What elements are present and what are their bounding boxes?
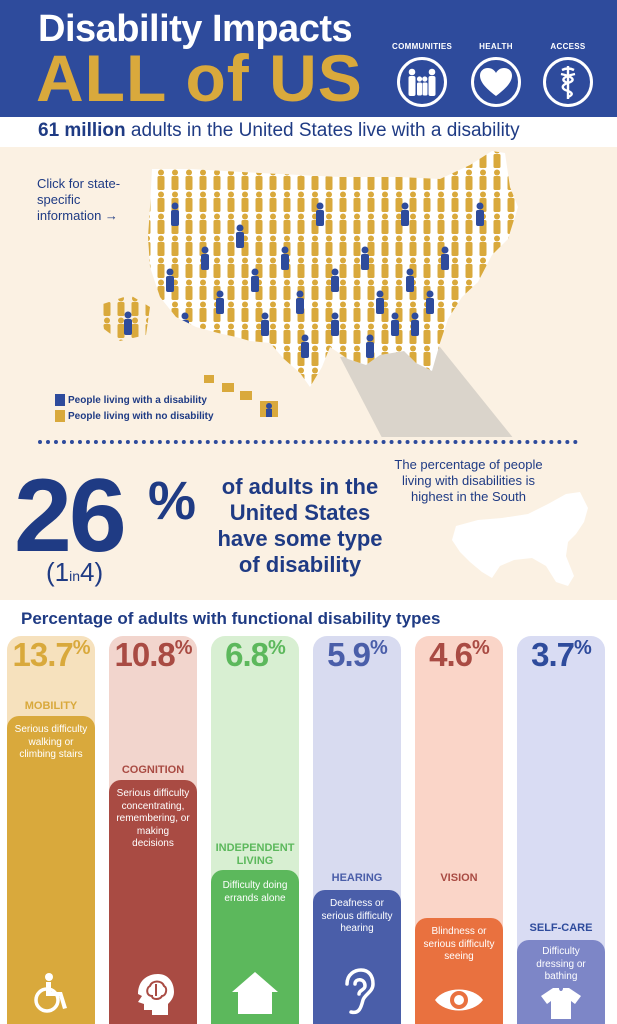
functional-section: [0, 600, 617, 1024]
self-care-value: 3.7: [531, 636, 575, 673]
person-blue-icon: [55, 394, 65, 406]
cognition-sign: %: [174, 637, 193, 659]
badge-access-label: ACCESS: [550, 42, 586, 51]
one-in-left: (1: [46, 557, 70, 587]
badge-health-label: HEALTH: [479, 42, 513, 51]
column-hearing[interactable]: 5.9% HEARING Deafness or serious difficu…: [313, 636, 401, 1024]
shirt-icon: [517, 986, 605, 1020]
person-gold-icon: [55, 410, 65, 422]
hearing-bar: Deafness or serious difficulty hearing: [313, 890, 401, 1024]
hearing-sign: %: [370, 637, 388, 659]
vision-bar: Blindness or serious difficulty seeing: [415, 918, 503, 1024]
south-note: The percentage of people living with dis…: [394, 457, 543, 504]
wheelchair-icon: [7, 972, 95, 1016]
column-independent-living[interactable]: 6.8% INDEPENDENT LIVING Difficulty doing…: [211, 636, 299, 1024]
us-people-map[interactable]: [0, 147, 617, 437]
house-icon: [211, 970, 299, 1016]
intro-statement: 61 million adults in the United States l…: [38, 120, 520, 142]
mobility-name: MOBILITY: [24, 700, 78, 712]
one-in-mid: in: [69, 568, 81, 584]
cognition-desc: Serious difficulty concentrating, rememb…: [116, 788, 190, 849]
intro-band: [0, 117, 617, 147]
cognition-bar: Serious difficulty concentrating, rememb…: [109, 780, 197, 1024]
vision-percent: 4.6%: [415, 636, 503, 674]
functional-title: Percentage of adults with functional dis…: [21, 609, 441, 628]
dotted-divider: [38, 440, 578, 444]
independent-living-sign: %: [268, 637, 286, 659]
headline-percent-number: 26: [14, 458, 127, 574]
column-vision[interactable]: 4.6% VISION Blindness or serious difficu…: [415, 636, 503, 1024]
independent-living-value: 6.8: [225, 636, 269, 673]
independent-living-bar: Difficulty doing errands alone: [211, 870, 299, 1024]
family-icon: [397, 57, 447, 107]
self-care-name: SELF-CARE: [529, 922, 593, 934]
mobility-sign: %: [72, 637, 91, 659]
self-care-bar: Difficulty dressing or bathing: [517, 940, 605, 1024]
mobility-bar: Serious difficulty walking or climbing s…: [7, 716, 95, 1024]
legend-disability-label: People living with a disability: [68, 394, 207, 406]
state-info-link[interactable]: Click for state-specific information →: [37, 176, 121, 223]
caduceus-icon: [543, 57, 593, 107]
badge-communities: COMMUNITIES: [392, 42, 452, 107]
cognition-percent: 10.8%: [109, 636, 197, 674]
vision-sign: %: [472, 637, 490, 659]
column-self-care[interactable]: 3.7% SELF-CARE Difficulty dressing or ba…: [517, 636, 605, 1024]
legend-no-disability-label: People living with no disability: [68, 410, 214, 422]
badge-health: HEALTH: [466, 42, 526, 107]
headline-percent-sign: %: [148, 471, 197, 531]
one-in-four: (1in4): [46, 557, 103, 588]
eye-icon: [415, 984, 503, 1016]
mobility-percent: 13.7%: [7, 636, 95, 674]
vision-desc: Blindness or serious difficulty seeing: [423, 926, 495, 962]
cognition-value: 10.8: [114, 636, 175, 673]
ear-icon: [313, 968, 401, 1016]
one-in-right: 4): [80, 557, 104, 587]
headline-statement: of adults in the United States have some…: [217, 474, 383, 577]
heart-icon: [471, 57, 521, 107]
intro-bold: 61 million: [38, 120, 126, 141]
self-care-desc: Difficulty dressing or bathing: [536, 946, 586, 982]
self-care-percent: 3.7%: [517, 636, 605, 674]
hearing-value: 5.9: [327, 636, 371, 673]
independent-living-desc: Difficulty doing errands alone: [222, 880, 288, 904]
south-region-map: [452, 492, 588, 586]
mobility-value: 13.7: [12, 636, 73, 673]
title-line-1: Disability Impacts: [38, 8, 353, 50]
legend-item-no-disability: People living with no disability: [55, 408, 214, 424]
badge-communities-label: COMMUNITIES: [392, 42, 453, 51]
column-mobility[interactable]: 13.7% MOBILITY Serious difficulty walkin…: [7, 636, 95, 1024]
independent-living-name: INDEPENDENT LIVING: [215, 842, 295, 867]
hearing-desc: Deafness or serious difficulty hearing: [321, 898, 393, 934]
hearing-name: HEARING: [331, 872, 383, 884]
title-line-2: ALL of US: [36, 41, 363, 115]
vision-value: 4.6: [429, 636, 473, 673]
vision-name: VISION: [440, 872, 478, 884]
brain-head-icon: [109, 972, 197, 1016]
self-care-sign: %: [574, 637, 592, 659]
independent-living-percent: 6.8%: [211, 636, 299, 674]
badge-access: ACCESS: [538, 42, 598, 107]
mobility-desc: Serious difficulty walking or climbing s…: [14, 724, 88, 760]
column-cognition[interactable]: 10.8% COGNITION Serious difficulty conce…: [109, 636, 197, 1024]
hearing-percent: 5.9%: [313, 636, 401, 674]
legend-item-disability: People living with a disability: [55, 392, 214, 408]
intro-rest: adults in the United States live with a …: [125, 120, 520, 141]
map-legend: People living with a disability People l…: [55, 392, 214, 424]
cognition-name: COGNITION: [121, 764, 185, 776]
